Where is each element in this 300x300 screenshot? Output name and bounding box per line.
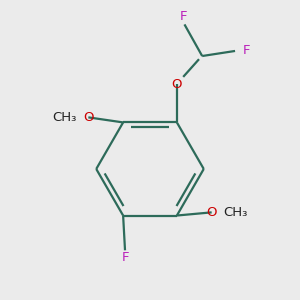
Text: O: O — [83, 111, 94, 124]
Text: CH₃: CH₃ — [52, 111, 77, 124]
Text: F: F — [121, 251, 129, 264]
Text: CH₃: CH₃ — [223, 206, 248, 219]
Text: O: O — [172, 78, 182, 91]
Text: F: F — [179, 10, 187, 23]
Text: O: O — [206, 206, 217, 219]
Text: F: F — [243, 44, 250, 58]
